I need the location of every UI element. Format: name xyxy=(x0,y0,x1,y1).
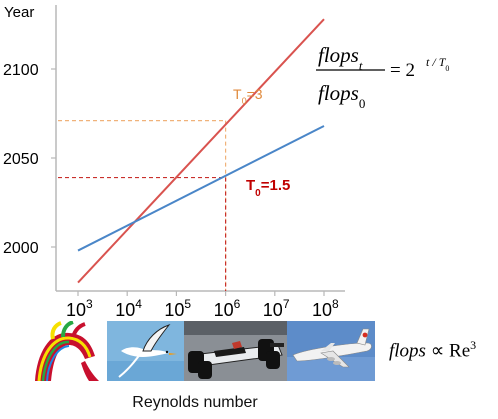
series-line-t0-3 xyxy=(77,18,325,284)
x-axis-title: Reynolds number xyxy=(132,394,258,411)
formula-exponent: t / T0 xyxy=(426,55,449,73)
x-tick-label: 107 xyxy=(263,297,290,320)
y-tick-label: 2100 xyxy=(3,62,39,79)
x-tick-label: 104 xyxy=(115,297,142,320)
formula-denominator: flops0 xyxy=(318,81,365,111)
formula-rhs: = 2 xyxy=(390,60,415,81)
scaling-rel: ∝ Re xyxy=(425,340,471,362)
y-tick-label: 2050 xyxy=(3,151,39,168)
x-tick-label: 108 xyxy=(312,297,339,320)
chart: 103 104 105 106 107 108 2000 2050 2100 Year T0=3… xyxy=(3,4,449,320)
scaling-lhs: flops xyxy=(389,340,426,362)
race-car-image xyxy=(184,321,287,381)
airplane-image xyxy=(287,321,375,381)
y-tick-label: 2000 xyxy=(3,240,39,257)
scaling-exponent: 3 xyxy=(470,338,477,352)
formula-scaling: flops ∝ Re3 xyxy=(389,338,476,362)
y-axis-title: Year xyxy=(4,4,34,21)
x-tick-label: 106 xyxy=(214,297,241,320)
aorta-flow-image xyxy=(29,321,107,381)
x-tick-label: 105 xyxy=(164,297,191,320)
x-tick-label: 103 xyxy=(66,297,93,320)
formula-numerator: flopst xyxy=(318,43,363,73)
series-line-t0-1-5 xyxy=(77,125,325,252)
formula-exponential: flopst flops0 = 2 t / T0 xyxy=(316,43,449,111)
annotation-t0-1-5: T0=1.5 xyxy=(246,177,290,199)
annotation-t0-3: T0=3 xyxy=(233,86,263,106)
bird-image xyxy=(107,321,184,381)
